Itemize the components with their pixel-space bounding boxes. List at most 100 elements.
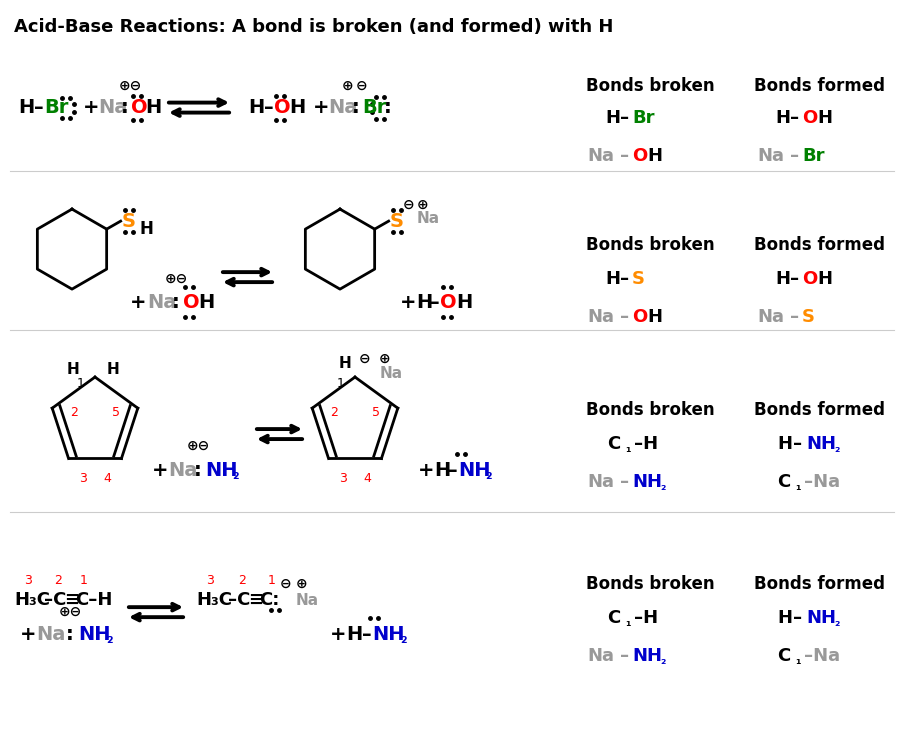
Text: +: +: [330, 625, 346, 643]
Text: 4: 4: [363, 472, 371, 485]
Text: ⊕: ⊕: [416, 198, 428, 212]
Text: 5: 5: [112, 406, 120, 418]
Text: H: H: [198, 292, 214, 312]
Text: :: :: [194, 461, 201, 479]
Text: H₃C: H₃C: [14, 591, 50, 609]
Text: :: :: [66, 625, 74, 643]
Text: –: –: [264, 98, 274, 117]
Text: –: –: [619, 473, 628, 491]
Text: –: –: [789, 270, 798, 288]
Text: O: O: [631, 308, 647, 326]
Text: NH: NH: [631, 473, 661, 491]
Text: ₂: ₂: [232, 467, 238, 482]
Text: H: H: [107, 361, 119, 377]
Text: ⊖: ⊖: [403, 198, 414, 212]
Text: H: H: [67, 361, 79, 377]
Text: ₁: ₁: [624, 441, 629, 455]
Text: Na: Na: [586, 647, 613, 665]
Text: –: –: [793, 435, 802, 453]
Text: Na: Na: [379, 366, 403, 381]
Text: Na: Na: [756, 308, 783, 326]
Text: Na: Na: [756, 147, 783, 165]
Text: Br: Br: [631, 108, 654, 127]
Text: ⊕: ⊕: [378, 352, 390, 366]
Text: ⊕⊖: ⊕⊖: [118, 79, 142, 93]
Text: H: H: [777, 435, 791, 453]
Text: Na: Na: [147, 292, 176, 312]
Text: +: +: [399, 292, 416, 312]
Text: –: –: [448, 461, 457, 479]
Text: C: C: [776, 647, 789, 665]
Text: :: :: [351, 98, 359, 117]
Text: NH: NH: [372, 625, 404, 643]
Text: H: H: [415, 292, 432, 312]
Text: +: +: [312, 98, 329, 117]
Text: O: O: [440, 292, 456, 312]
Text: ⊖: ⊖: [356, 79, 368, 93]
Text: NH: NH: [78, 625, 110, 643]
Text: ₁: ₁: [624, 616, 629, 628]
Text: NH: NH: [631, 647, 661, 665]
Text: –: –: [789, 147, 798, 165]
Text: H: H: [647, 308, 661, 326]
Text: Na: Na: [586, 147, 613, 165]
Text: Bonds broken: Bonds broken: [585, 76, 713, 94]
Text: C: C: [606, 435, 619, 453]
Text: 1: 1: [337, 377, 345, 390]
Text: S: S: [801, 308, 815, 326]
Text: H: H: [346, 625, 362, 643]
Text: Na: Na: [586, 473, 613, 491]
Text: Bonds broken: Bonds broken: [585, 575, 713, 593]
Text: O: O: [131, 98, 147, 117]
Text: H: H: [604, 270, 619, 288]
Text: Bonds formed: Bonds formed: [754, 401, 885, 419]
Text: S: S: [122, 211, 135, 231]
Text: –H: –H: [633, 609, 657, 627]
Text: Br: Br: [44, 98, 69, 117]
Text: –: –: [619, 270, 628, 288]
Text: –: –: [34, 98, 43, 117]
Text: –: –: [430, 292, 439, 312]
Text: –: –: [789, 108, 798, 127]
Text: H: H: [289, 98, 305, 117]
Text: :: :: [172, 292, 180, 312]
Text: –Na: –Na: [803, 473, 839, 491]
Text: NH: NH: [805, 609, 835, 627]
Text: 5: 5: [371, 406, 379, 418]
Text: ⊕⊖: ⊕⊖: [186, 439, 209, 453]
Text: ⊖: ⊖: [280, 577, 292, 591]
Text: 2: 2: [70, 406, 78, 418]
Text: H: H: [455, 292, 471, 312]
Text: ⊕⊖: ⊕⊖: [59, 605, 81, 619]
Text: Bonds broken: Bonds broken: [585, 236, 713, 254]
Text: H: H: [774, 270, 789, 288]
Text: ₁: ₁: [794, 654, 800, 666]
Text: 3: 3: [206, 574, 214, 587]
Text: Bonds formed: Bonds formed: [754, 236, 885, 254]
Text: +: +: [20, 625, 36, 643]
Text: Na: Na: [295, 593, 319, 608]
Text: H: H: [816, 270, 831, 288]
Text: 1: 1: [77, 377, 85, 390]
Text: H: H: [604, 108, 619, 127]
Text: 2: 2: [330, 406, 338, 418]
Text: ⊖: ⊖: [358, 352, 370, 366]
Text: O: O: [274, 98, 290, 117]
Text: 3: 3: [339, 472, 346, 485]
Text: ₁: ₁: [794, 479, 800, 493]
Text: Br: Br: [361, 98, 386, 117]
Text: H: H: [339, 355, 351, 370]
Text: H: H: [816, 108, 831, 127]
Text: 4: 4: [104, 472, 111, 485]
Text: 2: 2: [237, 574, 246, 587]
Text: 1: 1: [80, 574, 88, 587]
Text: Bonds formed: Bonds formed: [754, 76, 885, 94]
Text: Na: Na: [586, 308, 613, 326]
Text: Br: Br: [801, 147, 824, 165]
Text: NH: NH: [458, 461, 490, 479]
Text: –C: –C: [228, 591, 250, 609]
Text: Na: Na: [416, 211, 439, 226]
Text: ₂: ₂: [399, 631, 406, 646]
Text: ⊕⊖: ⊕⊖: [164, 272, 188, 286]
Text: ₂: ₂: [659, 479, 665, 493]
